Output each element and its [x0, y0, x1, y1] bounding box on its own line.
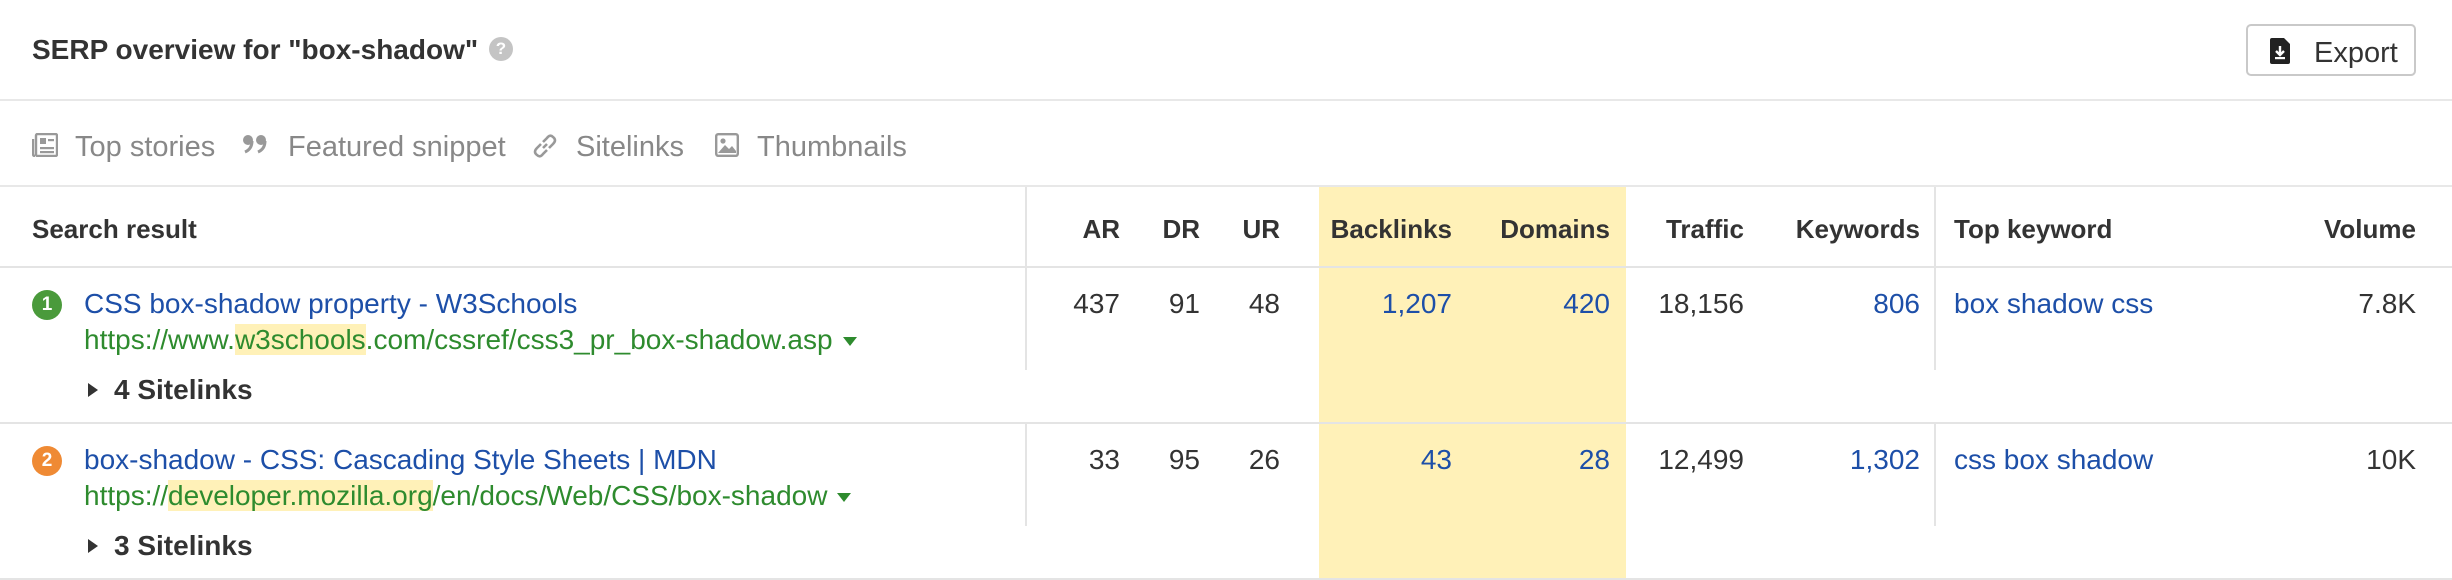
url-suffix: .com/cssref/css3_pr_box-shadow.asp: [365, 324, 833, 355]
divider: [0, 578, 2452, 580]
result-url[interactable]: https://developer.mozilla.org/en/docs/We…: [84, 480, 852, 512]
cell-backlinks-link[interactable]: 43: [1420, 444, 1452, 475]
cell-top-keyword-link[interactable]: box shadow css: [1954, 288, 2154, 319]
page-title: SERP overview for "box-shadow": [32, 34, 479, 65]
column-header-backlinks[interactable]: Backlinks: [1330, 214, 1452, 244]
cell-backlinks-link[interactable]: 1,207: [1381, 288, 1452, 319]
column-header-volume[interactable]: Volume: [2324, 214, 2416, 244]
result-url[interactable]: https://www.w3schools.com/cssref/css3_pr…: [84, 324, 857, 356]
export-button[interactable]: Export: [2246, 24, 2416, 76]
image-icon: [715, 133, 739, 157]
cell-domains-link[interactable]: 420: [1563, 288, 1610, 319]
download-icon: [2270, 38, 2290, 64]
sitelinks-label: 4 Sitelinks: [114, 374, 253, 405]
cell-ur: 26: [1248, 444, 1280, 475]
sitelinks-toggle[interactable]: 4 Sitelinks: [88, 374, 253, 406]
sitelinks-toggle[interactable]: 3 Sitelinks: [88, 530, 253, 562]
feature-label: Featured snippet: [288, 131, 506, 163]
sitelinks-label: 3 Sitelinks: [114, 530, 253, 561]
column-divider: [1934, 424, 1936, 526]
result-title-link[interactable]: CSS box-shadow property - W3Schools: [84, 288, 578, 319]
newspaper-icon: [32, 133, 58, 157]
cell-traffic: 12,499: [1658, 444, 1744, 475]
column-header-keywords[interactable]: Keywords: [1795, 214, 1920, 244]
quote-icon: [243, 135, 267, 154]
column-divider: [1025, 424, 1027, 526]
column-divider: [1025, 187, 1027, 268]
cell-ar: 33: [1088, 444, 1120, 475]
feature-label: Top stories: [75, 131, 216, 163]
column-header-traffic[interactable]: Traffic: [1665, 214, 1744, 244]
cell-volume: 7.8K: [2358, 288, 2416, 319]
divider: [0, 422, 2452, 424]
column-header-ur[interactable]: UR: [1242, 214, 1280, 244]
url-domain: developer.mozilla.org: [168, 480, 433, 511]
column-divider: [1934, 187, 1936, 370]
result-title-link[interactable]: box-shadow - CSS: Cascading Style Sheets…: [84, 444, 717, 475]
caret-down-icon[interactable]: [837, 493, 852, 503]
url-prefix: https://: [84, 480, 169, 511]
caret-right-icon: [88, 382, 98, 397]
cell-volume: 10K: [2366, 444, 2416, 475]
cell-keywords-link[interactable]: 1,302: [1849, 444, 1920, 475]
caret-right-icon: [88, 538, 98, 553]
cell-dr: 95: [1168, 444, 1200, 475]
divider: [0, 266, 2452, 268]
highlighted-columns: [1319, 187, 1626, 580]
help-icon[interactable]: ?: [489, 37, 513, 61]
cell-domains-link[interactable]: 28: [1578, 444, 1610, 475]
feature-label: Sitelinks: [576, 131, 684, 163]
column-header-top-keyword[interactable]: Top keyword: [1954, 214, 2113, 244]
serp-features-bar: Top stories Featured snippet Sitelinks T…: [0, 101, 2452, 187]
serp-header: SERP overview for "box-shadow" ? Export: [0, 0, 2452, 101]
position-badge: 1: [32, 290, 62, 320]
cell-ur: 48: [1248, 288, 1280, 319]
cell-dr: 91: [1168, 288, 1200, 319]
cell-top-keyword-link[interactable]: css box shadow: [1954, 444, 2154, 475]
column-divider: [1025, 268, 1027, 370]
export-label: Export: [2314, 37, 2398, 69]
url-suffix: /en/docs/Web/CSS/box-shadow: [432, 480, 828, 511]
column-header-dr[interactable]: DR: [1162, 214, 1200, 244]
cell-ar: 437: [1073, 288, 1120, 319]
url-prefix: https://www.: [84, 324, 235, 355]
cell-traffic: 18,156: [1658, 288, 1744, 319]
link-icon: [533, 134, 557, 158]
position-badge: 2: [32, 446, 62, 476]
feature-label: Thumbnails: [757, 131, 907, 163]
caret-down-icon[interactable]: [842, 337, 857, 347]
column-header-domains[interactable]: Domains: [1500, 214, 1610, 244]
url-domain: w3schools: [234, 324, 366, 355]
cell-keywords-link[interactable]: 806: [1873, 288, 1920, 319]
column-header-ar[interactable]: AR: [1082, 214, 1120, 244]
column-header-search-result[interactable]: Search result: [32, 214, 197, 244]
